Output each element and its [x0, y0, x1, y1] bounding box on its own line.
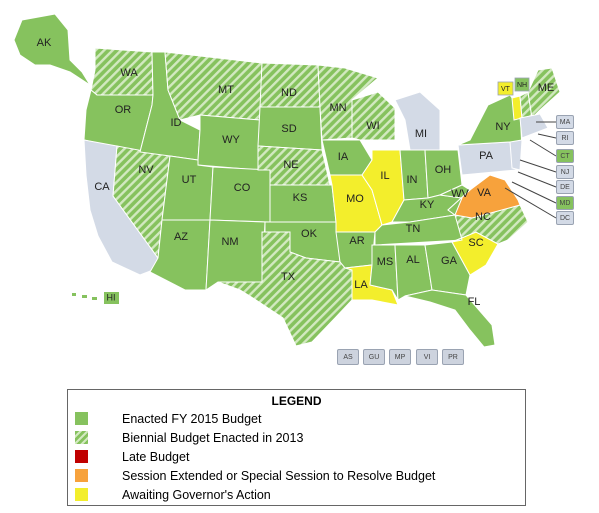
label-hi: HI: [107, 292, 116, 302]
state-ut[interactable]: [161, 155, 214, 221]
label-az: AZ: [174, 231, 188, 243]
label-fl: FL: [468, 296, 481, 308]
state-ak[interactable]: [13, 13, 91, 86]
legend-swatch-enacted: [75, 412, 88, 425]
label-nc: NC: [475, 211, 491, 223]
label-ky: KY: [420, 199, 435, 211]
state-fl[interactable]: [404, 289, 496, 348]
state-wv[interactable]: [438, 184, 471, 216]
label-vt: VT: [501, 86, 511, 93]
northeast-leader-lines: [504, 121, 557, 219]
label-nm: NM: [221, 236, 238, 248]
territory-vi[interactable]: VI: [416, 349, 438, 365]
state-nj-region[interactable]: [509, 139, 523, 171]
box-nj[interactable]: NJ: [556, 165, 574, 179]
vt-label-box: [497, 81, 514, 96]
label-ne: NE: [283, 159, 298, 171]
box-ma[interactable]: MA: [556, 115, 574, 129]
legend-label-late: Late Budget: [122, 449, 190, 464]
label-ar: AR: [349, 235, 364, 247]
legend-label-enacted: Enacted FY 2015 Budget: [122, 411, 262, 426]
nh-label-box: [514, 77, 530, 92]
label-or: OR: [115, 104, 132, 116]
legend-label-biennial: Biennial Budget Enacted in 2013: [122, 430, 304, 445]
box-dc[interactable]: DC: [556, 211, 574, 225]
legend-swatch-late: [75, 450, 88, 463]
label-va: VA: [477, 187, 492, 199]
label-tx: TX: [281, 271, 296, 283]
label-wa: WA: [120, 67, 138, 79]
state-nm[interactable]: [205, 219, 266, 291]
label-sc: SC: [468, 237, 483, 249]
label-mo: MO: [346, 193, 364, 205]
label-il: IL: [380, 170, 389, 182]
legend-title: LEGEND: [271, 394, 322, 408]
legend-item-session-extended: Session Extended or Special Session to R…: [75, 468, 435, 483]
legend-item-late: Late Budget: [75, 449, 189, 464]
state-tx[interactable]: [217, 231, 353, 347]
label-ca: CA: [94, 181, 110, 193]
territory-mp[interactable]: MP: [389, 349, 411, 365]
state-labels: AK WA OR CA NV ID MT WY UT AZ CO NM ND S…: [37, 37, 555, 308]
label-wi: WI: [366, 120, 379, 132]
territory-gu[interactable]: GU: [363, 349, 385, 365]
label-al: AL: [406, 254, 419, 266]
label-nh: NH: [517, 82, 527, 89]
label-mi: MI: [415, 128, 427, 140]
label-sd: SD: [281, 123, 296, 135]
us-budget-status-map: AK WA OR CA NV ID MT WY UT AZ CO NM ND S…: [13, 13, 561, 348]
label-mn: MN: [329, 102, 346, 114]
legend-swatch-session-extended: [75, 469, 88, 482]
legend-item-awaiting: Awaiting Governor's Action: [75, 487, 271, 502]
label-ok: OK: [301, 228, 318, 240]
state-ma-region[interactable]: [519, 113, 549, 139]
label-ga: GA: [441, 255, 458, 267]
label-nd: ND: [281, 87, 297, 99]
label-nv: NV: [138, 164, 154, 176]
label-ks: KS: [293, 192, 308, 204]
legend-swatch-biennial: [75, 431, 88, 444]
territory-pr[interactable]: PR: [442, 349, 464, 365]
territory-as[interactable]: AS: [337, 349, 359, 365]
legend: LEGEND Enacted FY 2015 Budget Biennial B…: [67, 389, 526, 506]
box-de[interactable]: DE: [556, 180, 574, 194]
state-mi[interactable]: [394, 91, 441, 151]
box-ct[interactable]: CT: [556, 149, 574, 163]
label-wv: WV: [451, 188, 469, 200]
legend-item-biennial: Biennial Budget Enacted in 2013: [75, 430, 303, 445]
state-co[interactable]: [209, 166, 271, 223]
state-va[interactable]: [447, 174, 521, 219]
label-ut: UT: [182, 174, 197, 186]
label-mt: MT: [218, 84, 234, 96]
label-me: ME: [538, 82, 555, 94]
legend-item-enacted: Enacted FY 2015 Budget: [75, 411, 261, 426]
label-co: CO: [234, 182, 251, 194]
label-ak: AK: [37, 37, 52, 49]
label-ms: MS: [377, 256, 394, 268]
label-pa: PA: [479, 150, 494, 162]
label-in: IN: [407, 174, 418, 186]
label-oh: OH: [435, 164, 452, 176]
state-nd[interactable]: [259, 62, 321, 108]
box-md[interactable]: MD: [556, 196, 574, 210]
label-la: LA: [354, 279, 368, 291]
label-wy: WY: [222, 134, 240, 146]
legend-label-awaiting: Awaiting Governor's Action: [122, 487, 271, 502]
label-id: ID: [171, 117, 182, 129]
box-ri[interactable]: RI: [556, 131, 574, 145]
label-ia: IA: [338, 151, 349, 163]
state-hi[interactable]: [72, 292, 119, 304]
label-ny: NY: [495, 121, 511, 133]
legend-label-session-extended: Session Extended or Special Session to R…: [122, 468, 436, 483]
legend-swatch-awaiting: [75, 488, 88, 501]
state-mt[interactable]: [164, 51, 263, 121]
state-wi[interactable]: [351, 91, 396, 141]
label-tn: TN: [406, 223, 421, 235]
